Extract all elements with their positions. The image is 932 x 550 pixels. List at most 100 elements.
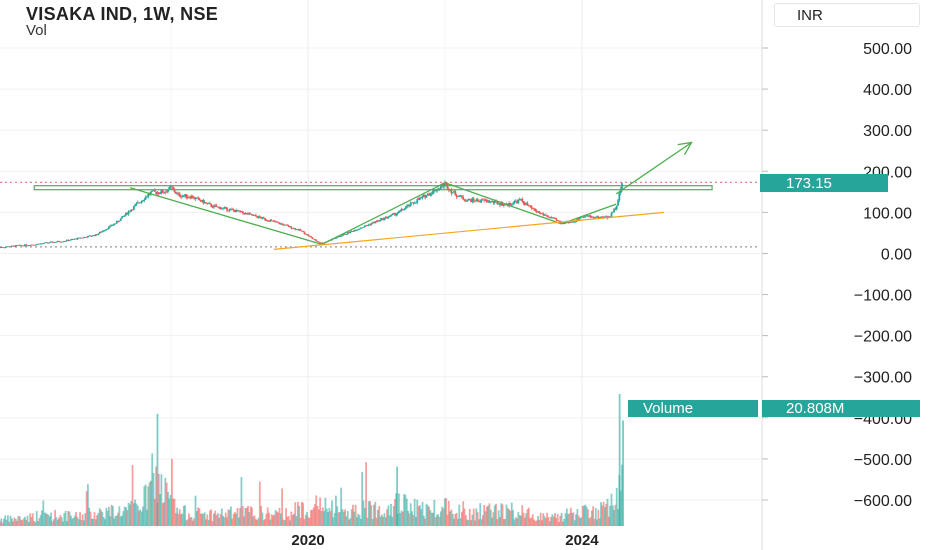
price-axis[interactable]: 500.00400.00300.00200.00100.000.00−100.0… bbox=[762, 41, 912, 510]
candle-body bbox=[426, 193, 429, 196]
volume-bar bbox=[45, 513, 47, 526]
volume-bar bbox=[492, 512, 495, 526]
volume-bar bbox=[151, 453, 154, 526]
volume-bar bbox=[350, 509, 353, 526]
candle-body bbox=[104, 230, 106, 231]
volume-bar bbox=[272, 515, 274, 526]
candle-body bbox=[278, 222, 281, 225]
candle-body bbox=[302, 230, 305, 232]
volume-bar bbox=[371, 518, 374, 526]
volume-bar bbox=[493, 505, 496, 526]
candle-body bbox=[117, 221, 119, 223]
volume-bar bbox=[108, 506, 110, 526]
candle-body bbox=[63, 241, 66, 242]
volume-bar bbox=[601, 505, 604, 526]
candle-body bbox=[201, 199, 203, 202]
candle-body bbox=[321, 242, 324, 244]
candle-body bbox=[552, 217, 555, 219]
volume-bar bbox=[415, 516, 417, 526]
volume-bar bbox=[378, 505, 381, 526]
candle-body bbox=[298, 229, 301, 231]
volume-bar bbox=[497, 510, 500, 526]
candle-body bbox=[550, 217, 553, 218]
volume-bar bbox=[349, 518, 352, 526]
candle-body bbox=[79, 237, 81, 239]
candle-body bbox=[47, 242, 50, 244]
candle-body bbox=[316, 241, 319, 242]
volume-bar bbox=[321, 507, 324, 526]
volume-bar bbox=[180, 514, 182, 526]
volume-bar bbox=[167, 491, 169, 526]
volume-bar bbox=[531, 514, 534, 526]
candle-body bbox=[502, 204, 505, 206]
trend-drawings[interactable] bbox=[33, 141, 713, 250]
volume-legend-value: 20.808M bbox=[786, 400, 844, 417]
volume-bar bbox=[206, 514, 209, 526]
candle-body bbox=[310, 236, 312, 238]
volume-bar bbox=[353, 511, 356, 526]
volume-bar bbox=[306, 511, 308, 526]
candle-body bbox=[378, 220, 381, 222]
volume-bar bbox=[439, 511, 442, 526]
candle-body bbox=[588, 215, 591, 217]
candle-body bbox=[464, 200, 467, 202]
candle-body bbox=[429, 193, 432, 196]
candle-body bbox=[358, 228, 361, 230]
candle-body bbox=[596, 216, 598, 218]
price-tick-label: 500.00 bbox=[863, 41, 912, 58]
candle-body bbox=[312, 238, 315, 240]
volume-bar bbox=[190, 517, 193, 526]
volume-bar bbox=[430, 512, 433, 526]
volume-bar bbox=[291, 515, 294, 526]
candle-body bbox=[488, 200, 491, 203]
volume-bar bbox=[87, 484, 89, 526]
volume-bar bbox=[240, 477, 243, 526]
candle-body bbox=[220, 208, 223, 210]
time-axis[interactable]: 2020 2024 bbox=[291, 532, 599, 549]
candle-body bbox=[443, 182, 446, 187]
candle-body bbox=[262, 217, 265, 219]
candle-body bbox=[34, 244, 37, 246]
volume-bar bbox=[111, 506, 114, 526]
candle-body bbox=[377, 220, 379, 222]
volume-bar bbox=[281, 488, 284, 526]
candle-body bbox=[236, 209, 239, 212]
candle-body bbox=[269, 220, 272, 222]
candle-body bbox=[94, 234, 97, 236]
candle-body bbox=[264, 218, 266, 220]
price-tick-label: 100.00 bbox=[863, 205, 912, 222]
volume-legend: Volume 20.808M bbox=[628, 400, 920, 417]
volume-bar bbox=[248, 511, 251, 526]
candle-body bbox=[453, 191, 455, 193]
volume-bar bbox=[129, 504, 131, 526]
candle-body bbox=[48, 241, 51, 243]
candle-body bbox=[315, 239, 318, 242]
candle-body bbox=[475, 199, 478, 202]
candle-body bbox=[492, 201, 495, 203]
volume-bar bbox=[576, 509, 579, 526]
candle-body bbox=[85, 237, 88, 238]
candle-body bbox=[479, 201, 482, 203]
candle-body bbox=[87, 235, 89, 238]
volume-bar bbox=[24, 516, 26, 526]
candle-body bbox=[215, 205, 218, 208]
candle-body bbox=[430, 193, 433, 195]
candle-body bbox=[37, 243, 39, 245]
candle-body bbox=[504, 204, 507, 206]
currency-button[interactable]: INR bbox=[774, 3, 920, 27]
volume-bar bbox=[419, 505, 421, 526]
candle-body bbox=[5, 246, 8, 248]
candle-body bbox=[521, 198, 524, 202]
volume-bar bbox=[227, 509, 230, 526]
volume-bar bbox=[458, 504, 461, 526]
candle-body bbox=[356, 229, 358, 231]
candle-body bbox=[480, 199, 483, 202]
candle-body bbox=[460, 195, 463, 198]
volume-bar bbox=[593, 518, 596, 526]
volume-bar bbox=[392, 505, 395, 526]
volume-bar bbox=[338, 511, 341, 526]
candle-body bbox=[396, 213, 399, 215]
candle-body bbox=[4, 247, 7, 249]
candle-body bbox=[160, 190, 163, 194]
